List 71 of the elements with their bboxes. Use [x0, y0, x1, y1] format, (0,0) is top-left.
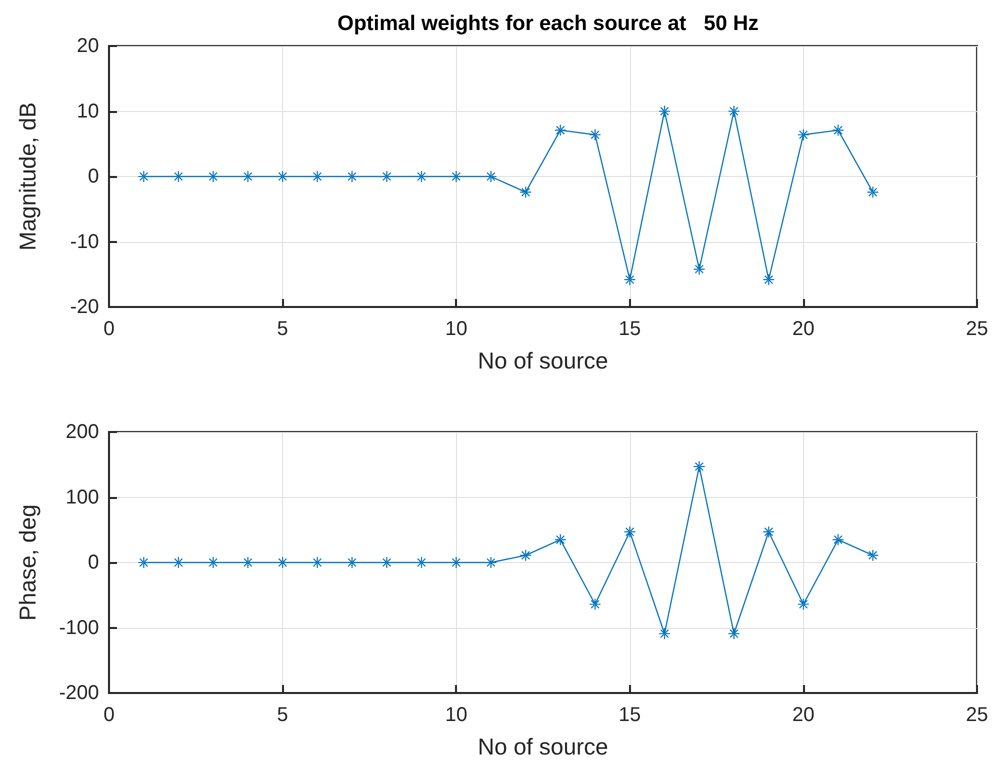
point: [763, 526, 774, 538]
point: [520, 186, 532, 198]
point: [659, 106, 670, 117]
y-tick-label: -20: [70, 296, 99, 318]
x-tick-label: 20: [792, 704, 815, 726]
point: [763, 274, 774, 286]
x-tick-label: 25: [966, 318, 988, 340]
y-tick-label: 0: [88, 166, 99, 188]
y-tick-label: -10: [70, 230, 99, 253]
point: [798, 598, 809, 610]
point: [590, 129, 601, 140]
point: [450, 171, 462, 182]
y-tick-label: 10: [76, 100, 99, 122]
point: [277, 557, 288, 568]
point: [485, 171, 496, 182]
point: [242, 557, 254, 568]
point: [312, 171, 323, 182]
point: [832, 124, 844, 136]
x-tick-label: 0: [103, 318, 115, 340]
point: [694, 264, 705, 275]
point: [520, 550, 532, 561]
point: [694, 461, 705, 472]
point: [590, 598, 601, 610]
point: [624, 274, 636, 286]
y-axis-title: Magnitude, dB: [14, 102, 40, 251]
x-tick-label: 15: [618, 318, 641, 340]
point: [867, 186, 878, 198]
point: [728, 106, 740, 117]
point: [381, 171, 392, 182]
chart-title: Optimal weights for each source at 50 Hz: [337, 12, 759, 35]
point: [346, 557, 358, 568]
point: [138, 557, 150, 568]
point: [138, 171, 150, 182]
point: [346, 171, 358, 182]
point: [554, 534, 566, 546]
point: [624, 526, 636, 538]
x-tick-label: 25: [966, 704, 988, 726]
point: [172, 557, 184, 568]
point: [416, 557, 427, 568]
point: [554, 124, 566, 136]
point: [659, 628, 670, 640]
y-tick-label: 200: [66, 421, 99, 443]
point: [312, 557, 323, 568]
point: [832, 534, 844, 546]
point: [728, 628, 740, 640]
x-tick-label: 10: [445, 318, 468, 340]
point: [172, 171, 184, 182]
point: [277, 171, 288, 182]
y-tick-label: 20: [76, 35, 99, 57]
x-axis-title: No of source: [478, 734, 608, 760]
point: [450, 557, 462, 568]
point: [798, 129, 809, 140]
x-tick-label: 15: [618, 704, 641, 726]
point: [867, 550, 878, 561]
point: [485, 557, 496, 568]
x-tick-label: 20: [792, 318, 815, 340]
x-tick-label: 5: [277, 704, 288, 726]
y-tick-label: 0: [88, 552, 99, 574]
point: [242, 171, 254, 182]
y-tick-label: -200: [58, 682, 99, 704]
point: [381, 557, 392, 568]
x-tick-label: 10: [445, 704, 468, 726]
x-axis-title: No of source: [478, 348, 608, 374]
y-tick-label: 100: [66, 486, 99, 508]
point: [416, 171, 427, 182]
x-tick-label: 5: [277, 318, 288, 340]
y-tick-label: -100: [58, 616, 99, 639]
point: [208, 171, 219, 182]
y-axis-title: Phase, deg: [14, 504, 40, 621]
point: [208, 557, 219, 568]
x-tick-label: 0: [103, 704, 115, 726]
